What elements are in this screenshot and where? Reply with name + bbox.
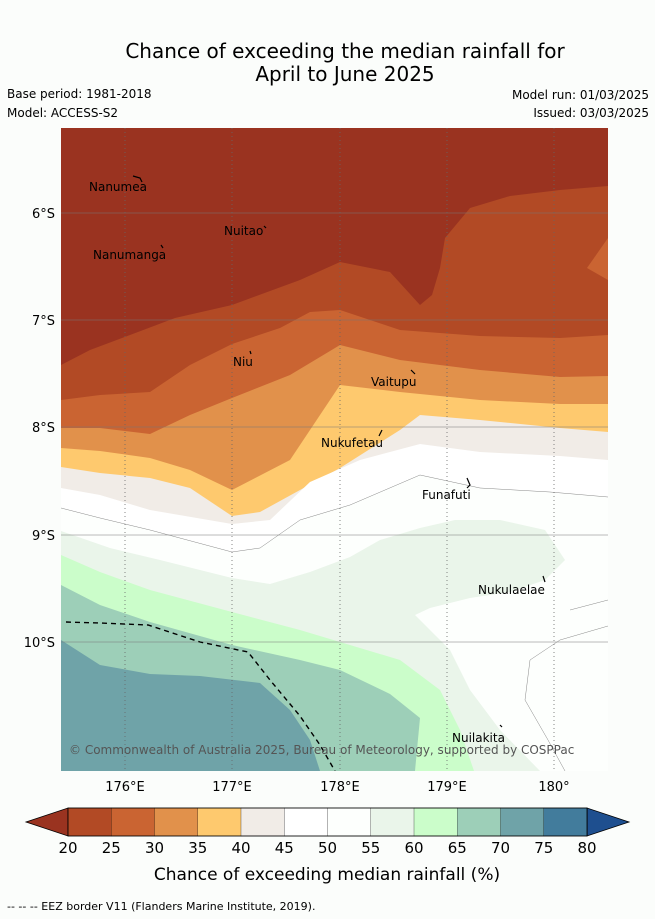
colorbar-tick-label: 40 bbox=[231, 839, 250, 857]
model-name: Model: ACCESS-S2 bbox=[7, 106, 119, 120]
lat-label: 6°S bbox=[32, 207, 55, 222]
colorbar-label: Chance of exceeding median rainfall (%) bbox=[154, 865, 500, 885]
lon-label: 178°E bbox=[320, 780, 360, 795]
colorbar-cell bbox=[457, 807, 502, 837]
lat-label: 9°S bbox=[32, 529, 55, 544]
lon-label: 180° bbox=[538, 780, 569, 795]
colorbar-cell bbox=[500, 807, 545, 837]
map-title: Chance of exceeding the median rainfall … bbox=[0, 40, 655, 86]
island-label-nanumanga: Nanumanga bbox=[93, 248, 166, 262]
colorbar-tick-label: 25 bbox=[102, 839, 121, 857]
latitude-labels: 6°S 7°S 8°S 9°S 10°S bbox=[24, 207, 55, 651]
colorbar-cell bbox=[284, 807, 329, 837]
longitude-labels: 176°E 177°E 178°E 179°E 180° bbox=[105, 780, 569, 795]
island-label-nukufetau: Nukufetau bbox=[321, 436, 383, 450]
colorbar-cell bbox=[67, 807, 112, 837]
island-label-nuilakita: Nuilakita bbox=[452, 731, 505, 745]
lon-label: 176°E bbox=[105, 780, 145, 795]
colorbar-cell bbox=[370, 807, 415, 837]
island-label-nanumea: Nanumea bbox=[89, 180, 147, 194]
colorbar-tick-label: 50 bbox=[318, 839, 337, 857]
colorbar-tick-label: 75 bbox=[534, 839, 553, 857]
lat-label: 7°S bbox=[32, 314, 55, 329]
island-outlines bbox=[132, 175, 546, 728]
title-line-1: Chance of exceeding the median rainfall … bbox=[125, 39, 565, 63]
colorbar-tick-label: 20 bbox=[58, 839, 77, 857]
rainfall-map: Nanumea Nuitao Nanumanga Niu Vaitupu Nuk… bbox=[24, 128, 631, 885]
colorbar-tick-label: 60 bbox=[404, 839, 423, 857]
colorbar-extend-right bbox=[586, 807, 631, 837]
colorbar-tick-label: 45 bbox=[275, 839, 294, 857]
graticule bbox=[61, 128, 608, 771]
island-label-funafuti: Funafuti bbox=[422, 488, 471, 502]
colorbar-cell bbox=[197, 807, 242, 837]
colorbar-cell bbox=[327, 807, 372, 837]
colorbar-cell bbox=[154, 807, 199, 837]
issued-date: Issued: 03/03/2025 bbox=[533, 106, 649, 120]
island-labels: Nanumea Nuitao Nanumanga Niu Vaitupu Nuk… bbox=[89, 180, 545, 745]
colorbar-tick-label: 55 bbox=[361, 839, 380, 857]
lat-label: 10°S bbox=[24, 636, 55, 651]
colorbar-tick-label: 30 bbox=[145, 839, 164, 857]
colorbar-extend-left bbox=[24, 807, 69, 837]
contour-lines bbox=[61, 474, 608, 771]
colorbar-tick-label: 70 bbox=[491, 839, 510, 857]
title-line-2: April to June 2025 bbox=[255, 62, 435, 86]
colorbar-tick-label: 35 bbox=[188, 839, 207, 857]
model-run: Model run: 01/03/2025 bbox=[511, 88, 649, 102]
colorbar: 20 25 30 35 40 45 50 55 60 65 70 75 80 bbox=[24, 807, 631, 857]
island-label-nuitao: Nuitao bbox=[224, 224, 263, 238]
lat-label: 8°S bbox=[32, 421, 55, 436]
colorbar-cell bbox=[543, 807, 588, 837]
island-label-niu: Niu bbox=[233, 355, 253, 369]
lon-label: 179°E bbox=[427, 780, 467, 795]
probability-contours bbox=[61, 128, 608, 771]
copyright-credit: © Commonwealth of Australia 2025, Bureau… bbox=[69, 743, 574, 757]
colorbar-cell bbox=[413, 807, 458, 837]
lon-label: 177°E bbox=[212, 780, 252, 795]
band-25-30-notch bbox=[587, 238, 608, 280]
colorbar-tick-label: 80 bbox=[577, 839, 596, 857]
colorbar-cell bbox=[111, 807, 156, 837]
island-label-vaitupu: Vaitupu bbox=[371, 375, 417, 389]
eez-border bbox=[65, 621, 336, 771]
island-label-nukulaelae: Nukulaelae bbox=[478, 583, 545, 597]
band-75-80 bbox=[61, 640, 320, 771]
colorbar-tick-label: 65 bbox=[448, 839, 467, 857]
base-period: Base period: 1981-2018 bbox=[7, 87, 152, 101]
eez-footnote: -- -- -- EEZ border V11 (Flanders Marine… bbox=[7, 900, 316, 913]
colorbar-cell bbox=[240, 807, 285, 837]
